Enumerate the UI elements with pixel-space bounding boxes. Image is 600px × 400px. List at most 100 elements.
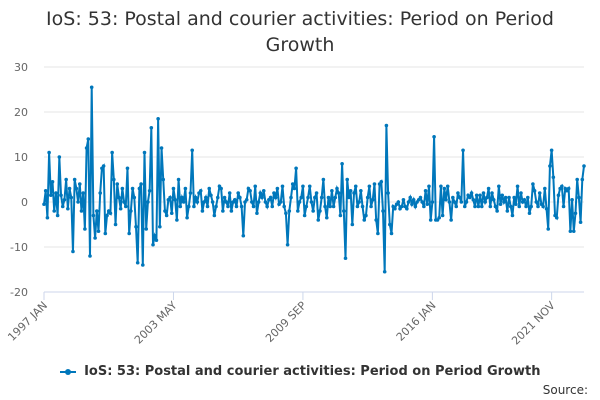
data-point[interactable] [411, 197, 416, 202]
data-point[interactable] [519, 191, 523, 195]
data-point[interactable] [554, 215, 559, 220]
data-point[interactable] [389, 231, 394, 236]
data-point[interactable] [248, 188, 252, 193]
data-point[interactable] [478, 193, 482, 198]
data-point[interactable] [350, 222, 355, 227]
data-point[interactable] [444, 197, 448, 202]
data-point[interactable] [202, 200, 206, 204]
data-point[interactable] [207, 186, 212, 191]
data-point[interactable] [372, 182, 377, 186]
data-point[interactable] [215, 195, 220, 200]
data-point[interactable] [503, 195, 508, 200]
data-point[interactable] [229, 209, 234, 213]
data-point[interactable] [224, 200, 229, 204]
data-point[interactable] [152, 233, 157, 238]
data-point[interactable] [495, 209, 499, 213]
data-point[interactable] [282, 204, 286, 209]
data-point[interactable] [468, 195, 472, 200]
data-point[interactable] [192, 204, 196, 209]
series-points[interactable] [42, 85, 586, 274]
data-point[interactable] [290, 182, 295, 186]
data-point[interactable] [304, 204, 309, 209]
data-point[interactable] [338, 213, 343, 218]
data-point[interactable] [573, 211, 578, 216]
data-point[interactable] [299, 195, 304, 200]
data-point[interactable] [270, 204, 275, 209]
data-point[interactable] [357, 200, 361, 204]
data-point[interactable] [549, 148, 554, 153]
data-point[interactable] [183, 186, 188, 191]
data-point[interactable] [127, 231, 131, 236]
data-point[interactable] [54, 191, 58, 195]
data-point[interactable] [321, 177, 326, 182]
data-point[interactable] [120, 186, 125, 191]
data-point[interactable] [125, 166, 130, 171]
data-point[interactable] [113, 222, 118, 227]
data-point[interactable] [396, 200, 401, 204]
data-point[interactable] [55, 213, 60, 218]
data-point[interactable] [188, 191, 193, 195]
data-point[interactable] [365, 195, 370, 200]
data-point[interactable] [190, 148, 194, 153]
data-point[interactable] [64, 177, 68, 182]
data-point[interactable] [437, 215, 442, 220]
data-point[interactable] [425, 202, 430, 207]
data-point[interactable] [418, 195, 423, 200]
data-point[interactable] [210, 200, 215, 204]
data-point[interactable] [296, 209, 300, 213]
data-point[interactable] [381, 209, 385, 213]
data-point[interactable] [83, 227, 87, 231]
data-point[interactable] [103, 231, 108, 236]
data-point[interactable] [313, 195, 317, 200]
data-point[interactable] [265, 204, 269, 209]
data-point[interactable] [144, 227, 149, 231]
data-point[interactable] [571, 229, 576, 234]
data-point[interactable] [497, 184, 501, 189]
data-point[interactable] [154, 238, 159, 243]
data-point[interactable] [256, 200, 261, 204]
data-point[interactable] [142, 150, 147, 155]
data-point[interactable] [79, 209, 84, 213]
data-point[interactable] [251, 204, 256, 209]
data-point[interactable] [537, 191, 542, 195]
data-point[interactable] [316, 218, 321, 222]
data-point[interactable] [250, 200, 254, 204]
data-point[interactable] [449, 218, 453, 222]
data-point[interactable] [284, 211, 288, 216]
data-point[interactable] [451, 195, 455, 200]
data-point[interactable] [439, 184, 443, 189]
data-point[interactable] [532, 188, 537, 193]
data-point[interactable] [163, 209, 167, 213]
data-point[interactable] [500, 193, 505, 198]
data-point[interactable] [445, 184, 450, 189]
data-point[interactable] [108, 211, 113, 216]
data-point[interactable] [76, 200, 80, 204]
data-point[interactable] [311, 209, 315, 213]
data-point[interactable] [376, 231, 380, 236]
data-point[interactable] [493, 204, 498, 209]
data-point[interactable] [219, 186, 223, 191]
data-point[interactable] [556, 193, 561, 198]
data-point[interactable] [399, 204, 404, 209]
data-point[interactable] [294, 166, 298, 171]
data-point[interactable] [115, 182, 120, 186]
data-point[interactable] [147, 188, 152, 193]
data-point[interactable] [360, 204, 365, 209]
data-point[interactable] [401, 197, 406, 202]
data-point[interactable] [151, 242, 155, 247]
data-point[interactable] [84, 146, 89, 150]
data-point[interactable] [278, 200, 283, 204]
series-line[interactable] [43, 87, 585, 272]
data-point[interactable] [158, 224, 162, 229]
data-point[interactable] [319, 195, 324, 200]
data-point[interactable] [89, 85, 94, 90]
data-point[interactable] [263, 200, 268, 204]
data-point[interactable] [353, 184, 358, 189]
data-point[interactable] [469, 191, 474, 195]
data-point[interactable] [582, 164, 586, 168]
data-point[interactable] [122, 200, 126, 204]
data-point[interactable] [186, 204, 191, 209]
data-point[interactable] [50, 179, 55, 184]
data-point[interactable] [531, 182, 535, 186]
data-point[interactable] [93, 236, 97, 240]
